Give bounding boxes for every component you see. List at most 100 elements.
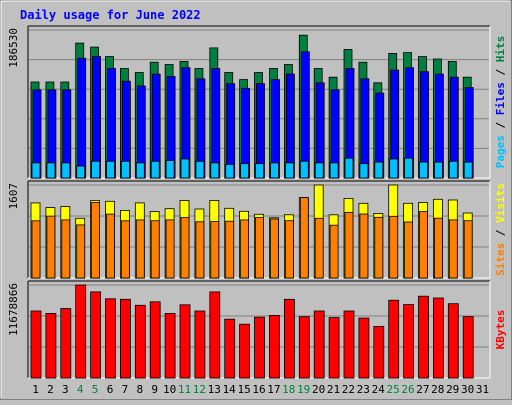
bar-kbytes-day-6	[105, 298, 116, 379]
axis-label-kbytes: KBytes	[494, 310, 507, 350]
day-label-13: 13	[208, 383, 221, 396]
bar-pages-day-2	[46, 162, 56, 179]
bar-sites-day-20	[314, 217, 324, 279]
bar-sites-day-13	[210, 221, 220, 279]
bar-pages-day-11	[180, 158, 190, 179]
bar-pages-day-21	[329, 162, 339, 179]
bar-files-day-13	[211, 68, 221, 179]
bar-files-day-5	[92, 56, 101, 179]
bar-sites-day-25	[389, 215, 399, 279]
x-axis-day-labels: 1 2 3 4 5 6 7 8 9 10 11 12 13 14 15 16 17 18 19 20 21 22 23 24 2…	[32, 383, 489, 396]
bar-kbytes-day-3	[60, 308, 72, 379]
bar-kbytes-day-18	[283, 298, 295, 379]
bar-kbytes-day-1	[30, 310, 42, 379]
chart-title: Daily usage for June 2022	[20, 8, 201, 22]
bar-sites-day-26	[404, 221, 414, 279]
day-label-6: 6	[107, 383, 114, 396]
bar-kbytes-day-11	[179, 304, 191, 379]
day-label-19: 19	[297, 383, 310, 396]
day-label-1: 1	[32, 383, 39, 396]
bar-kbytes-day-24	[373, 325, 385, 379]
bar-kbytes-day-14	[224, 318, 236, 379]
day-label-10: 10	[163, 383, 176, 396]
bar-kbytes-day-29	[447, 303, 459, 379]
bar-kbytes-day-4	[75, 284, 87, 379]
day-label-17: 17	[267, 383, 280, 396]
chart-panels: 186530 Pages / Files / Hits 1607 Sites / Vi…	[7, 25, 507, 379]
bar-pages-day-12	[195, 160, 205, 179]
bar-pages-day-7	[121, 160, 130, 179]
bar-kbytes-day-5	[90, 291, 101, 379]
bar-sites-day-16	[255, 217, 264, 279]
bar-sites-day-7	[121, 220, 130, 279]
bar-files-day-14	[226, 83, 236, 179]
bar-kbytes-day-7	[120, 298, 131, 379]
bar-kbytes-day-28	[432, 297, 444, 379]
bar-pages-day-9	[150, 160, 160, 179]
day-label-12: 12	[193, 383, 206, 396]
day-label-24: 24	[372, 383, 386, 396]
bar-pages-day-24	[374, 161, 384, 179]
day-label-25: 25	[386, 383, 399, 396]
day-label-15: 15	[237, 383, 250, 396]
bar-sites-day-19	[299, 197, 309, 279]
day-label-3: 3	[62, 383, 69, 396]
axis-label-hits: Hits	[494, 36, 507, 63]
bar-sites-day-6	[106, 213, 115, 279]
bar-pages-day-3	[61, 162, 71, 179]
bar-kbytes-day-17	[269, 314, 280, 379]
bar-sites-day-9	[150, 220, 160, 279]
bar-sites-day-17	[270, 218, 279, 279]
bar-kbytes-day-21	[328, 317, 340, 379]
axis-label-separator: /	[494, 115, 507, 135]
day-label-27: 27	[416, 383, 429, 396]
bar-kbytes-day-27	[418, 295, 429, 379]
axis-label-sites: Sites	[494, 243, 507, 276]
bar-pages-day-25	[389, 158, 399, 179]
bar-kbytes-day-15	[239, 323, 251, 379]
day-label-14: 14	[223, 383, 237, 396]
day-label-11: 11	[178, 383, 191, 396]
bar-sites-day-21	[329, 224, 339, 279]
axis-label-visits: Sites / Visits	[494, 183, 507, 276]
bar-sites-day-22	[344, 211, 354, 279]
bar-sites-day-23	[359, 213, 369, 279]
bar-pages-day-15	[240, 163, 250, 179]
bar-pages-day-17	[270, 162, 279, 179]
day-label-7: 7	[122, 383, 129, 396]
bar-pages-day-18	[284, 162, 294, 179]
bar-sites-day-11	[180, 217, 190, 279]
panel-kbytes: 11678866 KBytes	[7, 280, 507, 379]
day-label-9: 9	[151, 383, 158, 396]
day-label-2: 2	[47, 383, 54, 396]
bar-kbytes-day-16	[254, 316, 265, 379]
bar-pages-day-23	[359, 163, 369, 179]
day-label-18: 18	[282, 383, 295, 396]
bar-sites-day-5	[91, 201, 100, 279]
day-label-16: 16	[252, 383, 265, 396]
bar-pages-day-22	[344, 157, 354, 179]
bar-pages-day-14	[225, 164, 235, 179]
bar-kbytes-day-2	[45, 312, 57, 379]
bar-pages-day-8	[135, 162, 145, 179]
bar-sites-day-24	[374, 216, 384, 279]
bar-pages-day-30	[463, 161, 473, 179]
bar-pages-day-29	[448, 160, 458, 179]
panel-visits: 1607 Sites / Visits	[7, 180, 507, 279]
bar-kbytes-day-23	[358, 317, 370, 379]
axis-label-separator: /	[494, 223, 507, 243]
bar-kbytes-day-10	[164, 313, 176, 379]
bar-pages-day-27	[419, 161, 428, 179]
bar-kbytes-day-30	[462, 316, 474, 379]
day-label-4: 4	[77, 383, 84, 396]
bar-kbytes-day-26	[403, 304, 415, 379]
day-label-30: 30	[461, 383, 474, 396]
bar-kbytes-day-25	[388, 299, 400, 379]
day-label-20: 20	[312, 383, 325, 396]
axis-label-files: Files	[494, 82, 507, 115]
bar-sites-day-1	[31, 220, 41, 279]
bar-files-day-19	[300, 51, 310, 179]
bar-sites-day-2	[46, 215, 56, 279]
